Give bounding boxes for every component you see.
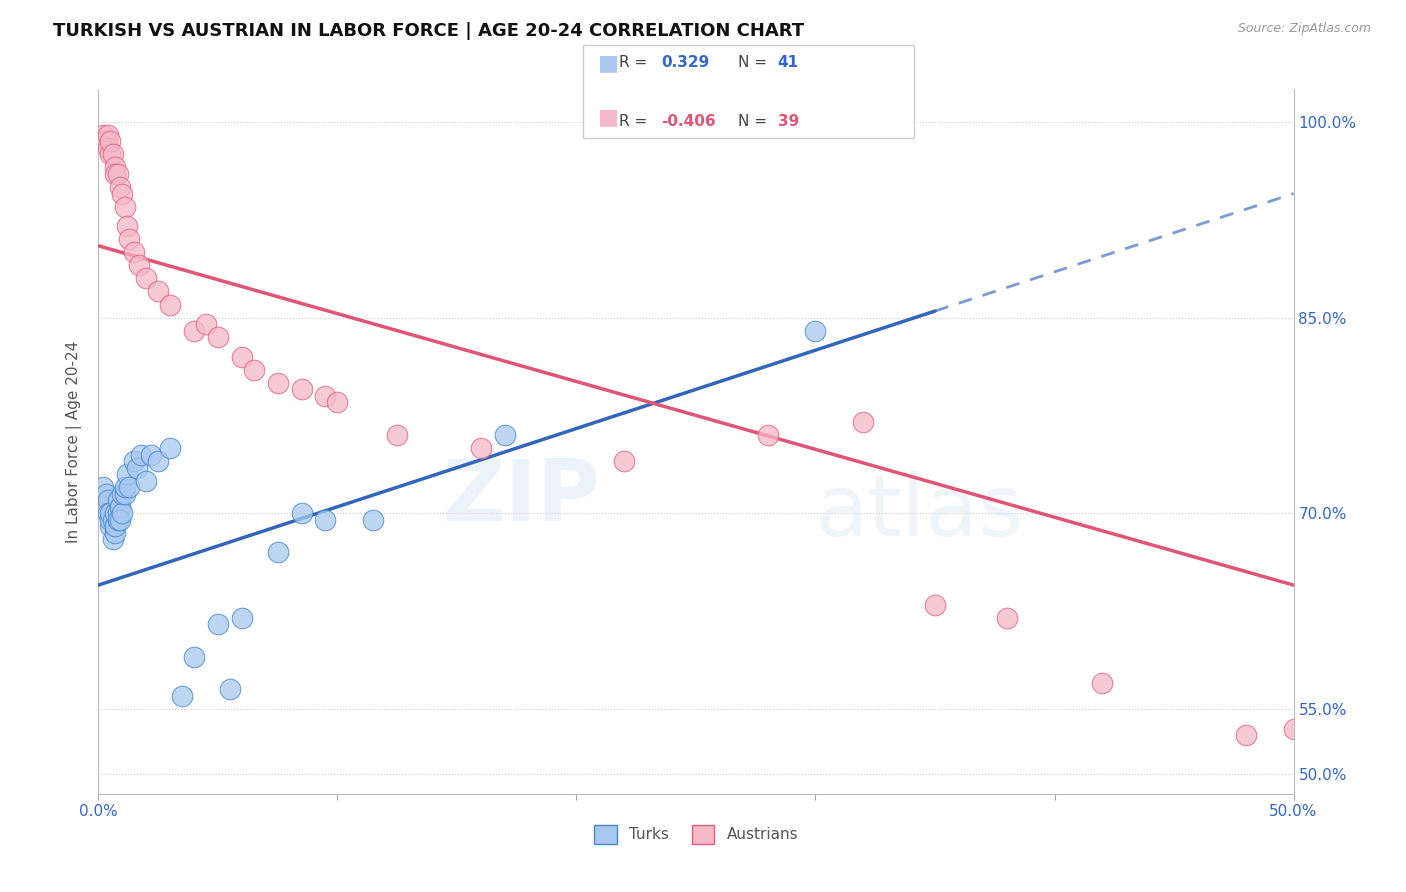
- Point: [114, 480, 136, 494]
- Point: [1234, 728, 1257, 742]
- Point: [315, 389, 337, 403]
- Point: [124, 454, 146, 468]
- Point: [104, 167, 127, 181]
- Point: [159, 297, 181, 311]
- Point: [183, 649, 205, 664]
- Point: [98, 506, 122, 520]
- Point: [172, 689, 194, 703]
- Point: [852, 415, 875, 429]
- Point: [118, 232, 141, 246]
- Point: [804, 324, 827, 338]
- Point: [1091, 676, 1114, 690]
- Point: [104, 506, 127, 520]
- Point: [183, 324, 205, 338]
- Text: ZIP: ZIP: [443, 457, 600, 540]
- Point: [97, 141, 120, 155]
- Text: ■: ■: [598, 108, 619, 128]
- Point: [114, 200, 136, 214]
- Point: [219, 682, 242, 697]
- Point: [111, 186, 134, 201]
- Point: [104, 519, 127, 533]
- Point: [98, 519, 122, 533]
- Point: [613, 454, 636, 468]
- Point: [231, 350, 253, 364]
- Point: [115, 467, 138, 482]
- Point: [118, 480, 141, 494]
- Point: [924, 598, 946, 612]
- Point: [107, 167, 129, 181]
- Point: [111, 506, 134, 520]
- Text: N =: N =: [738, 114, 768, 129]
- Point: [148, 285, 170, 299]
- Point: [207, 330, 229, 344]
- Point: [97, 493, 120, 508]
- Point: [291, 506, 314, 520]
- Point: [1282, 722, 1305, 736]
- Point: [108, 500, 131, 514]
- Point: [995, 610, 1018, 624]
- Point: [125, 460, 148, 475]
- Point: [135, 474, 157, 488]
- Point: [124, 245, 146, 260]
- Point: [231, 610, 253, 624]
- Point: [107, 506, 129, 520]
- Point: [207, 617, 229, 632]
- Point: [115, 219, 138, 234]
- Point: [135, 271, 157, 285]
- Point: [98, 135, 122, 149]
- Point: [267, 545, 290, 559]
- Point: [326, 395, 349, 409]
- Point: [139, 448, 162, 462]
- Point: [363, 513, 385, 527]
- Text: 39: 39: [778, 114, 799, 129]
- Point: [315, 513, 337, 527]
- Text: ■: ■: [598, 54, 619, 73]
- Text: 0.329: 0.329: [661, 55, 709, 70]
- Point: [470, 441, 492, 455]
- Point: [159, 441, 181, 455]
- Text: Source: ZipAtlas.com: Source: ZipAtlas.com: [1237, 22, 1371, 36]
- Point: [101, 533, 124, 547]
- Point: [104, 525, 127, 540]
- Text: 41: 41: [778, 55, 799, 70]
- Text: -0.406: -0.406: [661, 114, 716, 129]
- Y-axis label: In Labor Force | Age 20-24: In Labor Force | Age 20-24: [66, 341, 83, 542]
- Point: [756, 428, 779, 442]
- Text: R =: R =: [619, 55, 647, 70]
- Point: [101, 147, 124, 161]
- Point: [114, 487, 136, 501]
- Point: [98, 513, 122, 527]
- Text: TURKISH VS AUSTRIAN IN LABOR FORCE | AGE 20-24 CORRELATION CHART: TURKISH VS AUSTRIAN IN LABOR FORCE | AGE…: [53, 22, 804, 40]
- Point: [291, 382, 314, 396]
- Point: [131, 448, 153, 462]
- Point: [97, 128, 120, 142]
- Point: [101, 513, 124, 527]
- Legend: Turks, Austrians: Turks, Austrians: [588, 819, 804, 850]
- Point: [107, 493, 129, 508]
- Point: [91, 480, 114, 494]
- Text: atlas: atlas: [815, 470, 1024, 554]
- Text: N =: N =: [738, 55, 768, 70]
- Point: [494, 428, 516, 442]
- Point: [108, 513, 131, 527]
- Point: [267, 376, 290, 390]
- Point: [97, 506, 120, 520]
- Point: [94, 487, 117, 501]
- Text: R =: R =: [619, 114, 647, 129]
- Point: [104, 161, 127, 175]
- Point: [91, 128, 114, 142]
- Point: [148, 454, 170, 468]
- Point: [98, 147, 122, 161]
- Point: [107, 513, 129, 527]
- Point: [94, 135, 117, 149]
- Point: [243, 363, 266, 377]
- Point: [108, 180, 131, 194]
- Point: [111, 487, 134, 501]
- Point: [385, 428, 409, 442]
- Point: [195, 317, 218, 331]
- Point: [128, 258, 150, 272]
